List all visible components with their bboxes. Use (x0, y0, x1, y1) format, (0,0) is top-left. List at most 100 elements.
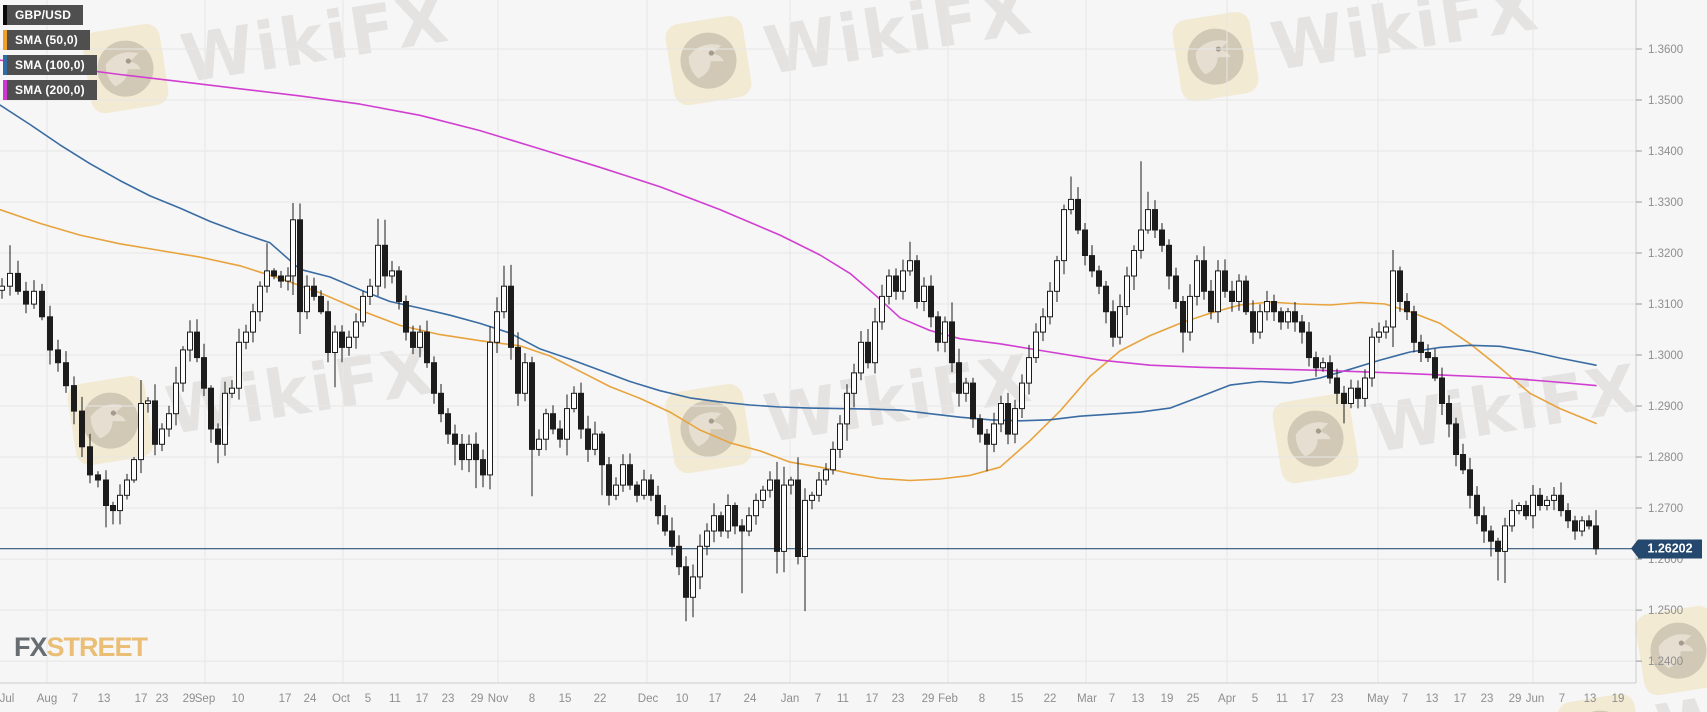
candle-body (459, 443, 465, 461)
candle-body (683, 566, 689, 598)
candle-body (613, 484, 619, 496)
x-axis-label: 13 (1584, 693, 1597, 705)
candle-body (1173, 275, 1179, 302)
y-axis-label: 1.2500 (1648, 605, 1683, 617)
candle-body (325, 311, 331, 354)
candle-body (1208, 290, 1214, 313)
candle-body (1348, 387, 1354, 405)
candle-body (403, 301, 409, 333)
candle-body (648, 479, 654, 496)
candle-body (1390, 270, 1396, 328)
x-axis-label: Oct (332, 693, 351, 705)
x-axis-label: 23 (442, 693, 455, 705)
candle-body (627, 464, 633, 486)
legend-sma-200[interactable]: SMA (200,0) (3, 80, 97, 100)
candle-body (1516, 505, 1522, 512)
candle-body (346, 336, 352, 348)
candle-body (473, 443, 479, 461)
candle-body (725, 505, 731, 532)
candle-body (634, 484, 640, 496)
x-axis-label: Dec (638, 693, 659, 705)
x-axis-label: Nov (488, 693, 509, 705)
x-axis-label: 19 (1612, 693, 1625, 705)
candle-body (229, 387, 235, 394)
candle-body (823, 469, 829, 481)
legend-sma-50[interactable]: SMA (50,0) (3, 30, 90, 50)
candle-body (1502, 525, 1508, 552)
candle-body (893, 275, 899, 292)
x-axis-label: 17 (709, 693, 722, 705)
candle-body (1306, 331, 1312, 359)
x-axis-label: 13 (1132, 693, 1145, 705)
candle-body (264, 270, 270, 287)
x-axis-label: May (1367, 693, 1389, 705)
candle-body (928, 285, 934, 318)
candle-body (1425, 352, 1431, 359)
x-axis-label: 5 (1252, 693, 1258, 705)
y-axis-label: 1.3300 (1648, 197, 1683, 209)
x-axis-label: 17 (1454, 693, 1467, 705)
x-axis-label: 8 (529, 693, 535, 705)
candle-body (1033, 331, 1039, 359)
candle-body (1047, 290, 1053, 318)
candle-body (1453, 423, 1459, 455)
candle-body (297, 219, 303, 313)
x-axis-label: 17 (135, 693, 148, 705)
candle-body (63, 362, 69, 387)
candle-body (257, 285, 263, 313)
x-axis-label: 10 (232, 693, 245, 705)
candle-body (79, 410, 85, 448)
x-axis-label: 11 (837, 693, 849, 705)
candle-body (1229, 290, 1235, 302)
legend-sma-100[interactable]: SMA (100,0) (3, 55, 97, 75)
x-axis-label: 22 (594, 693, 607, 705)
candle-body (1124, 275, 1130, 308)
x-axis-label: 29 (183, 693, 196, 705)
candle-body (1257, 311, 1263, 333)
x-axis-label: Apr (1218, 693, 1236, 705)
legend-symbol[interactable]: GBP/USD (3, 5, 84, 25)
candle-body (1138, 229, 1144, 251)
candle-body (1544, 499, 1550, 506)
candle-body (1166, 244, 1172, 277)
candle-body (1467, 469, 1473, 496)
candle-body (1579, 520, 1585, 532)
candle-body (949, 321, 955, 364)
candle-body (1159, 229, 1165, 246)
y-axis-label: 1.2400 (1648, 656, 1683, 668)
x-axis-label: 15 (1011, 693, 1024, 705)
x-axis-label: 23 (1481, 693, 1494, 705)
candle-body (145, 400, 151, 404)
x-axis-label: 23 (156, 693, 169, 705)
candle-body (641, 479, 647, 496)
candle-body (536, 438, 542, 450)
candle-body (1432, 357, 1438, 379)
candle-body (886, 275, 892, 297)
fxstreet-logo-fx: FX (14, 632, 48, 662)
candle-body (676, 545, 682, 568)
candle-body (375, 244, 381, 287)
x-axis-label: 13 (98, 693, 111, 705)
x-axis-label: Mar (1077, 693, 1097, 705)
candle-body (935, 316, 941, 343)
x-axis-label: 25 (1187, 693, 1200, 705)
candle-body (1320, 362, 1326, 369)
candle-body (271, 270, 277, 277)
candle-body (858, 341, 864, 374)
candle-body (1537, 494, 1543, 506)
candle-body (851, 372, 857, 394)
candle-body (1264, 301, 1270, 313)
candle-body (984, 433, 990, 445)
candle-body (480, 459, 486, 476)
candle-body (1460, 454, 1466, 471)
candle-body (956, 362, 962, 394)
candle-body (1397, 270, 1403, 302)
candle-body (1012, 408, 1018, 435)
candle-body (515, 346, 521, 394)
candle-body (290, 219, 296, 277)
candle-body (1082, 229, 1088, 256)
candle-body (774, 479, 780, 552)
candle-body (1327, 362, 1333, 379)
x-axis-label: 15 (559, 693, 572, 705)
